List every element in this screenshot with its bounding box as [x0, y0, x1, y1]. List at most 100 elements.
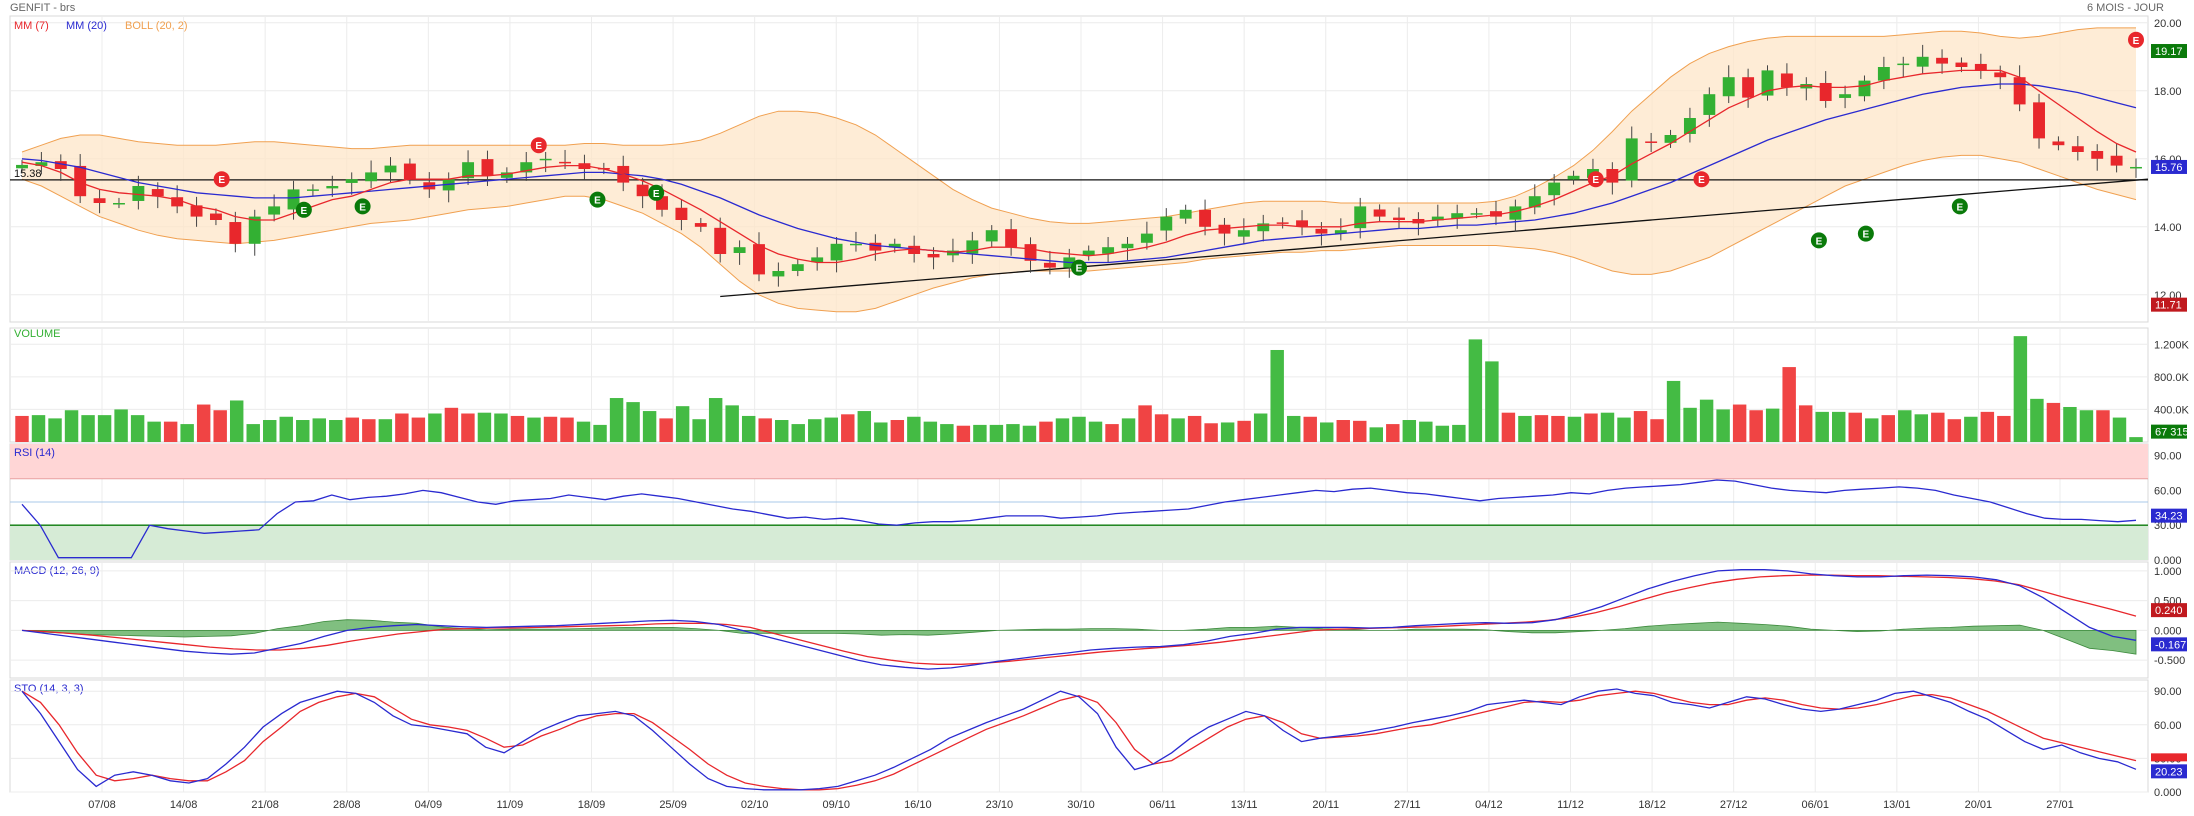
volume-bar — [15, 415, 29, 442]
candle-body — [190, 205, 203, 217]
trend-line — [720, 178, 2149, 298]
volume-bar — [1270, 349, 1284, 442]
volume-bar — [1699, 399, 1714, 442]
candle-body — [869, 242, 882, 251]
candle-body — [1257, 223, 1270, 232]
volume-bar — [1138, 405, 1152, 442]
earnings-marker-label: E — [1592, 175, 1599, 186]
earnings-marker-label: E — [1076, 264, 1083, 275]
volume-bar — [1121, 418, 1136, 442]
volume-bar — [708, 398, 723, 442]
earnings-marker — [1857, 225, 1874, 242]
candle-body — [1373, 209, 1386, 217]
volume-bar — [841, 414, 855, 442]
volume-bar — [890, 420, 905, 442]
x-tick-label: 13/11 — [1231, 799, 1258, 811]
period-label[interactable]: 6 MOIS - JOUR — [2086, 2, 2164, 14]
volume-bar — [2013, 336, 2028, 442]
volume-bar — [1072, 416, 1086, 442]
volume-bar — [1650, 419, 1664, 442]
candle-body — [35, 162, 48, 166]
volume-bar — [808, 419, 822, 442]
volume-bar — [907, 416, 921, 442]
volume-bar — [395, 413, 409, 442]
x-tick-label: 04/12 — [1475, 799, 1503, 811]
candle-body — [1005, 229, 1018, 248]
earnings-marker — [530, 137, 547, 154]
x-tick-label: 07/08 — [88, 799, 116, 811]
earnings-marker-label: E — [1698, 175, 1705, 186]
volume-bar — [824, 417, 838, 442]
sto-y-tick: 60.00 — [2154, 720, 2182, 732]
earnings-marker-label: E — [218, 175, 225, 186]
macd-y-tick: 0.000 — [2154, 625, 2182, 637]
volume-bar — [1831, 411, 1846, 442]
candle-body — [1683, 118, 1696, 134]
support-label: 15.38 — [14, 168, 42, 180]
volume-bar — [1716, 409, 1730, 442]
candle-body — [1354, 206, 1367, 229]
candle-body — [1780, 73, 1793, 88]
x-tick-label: 02/10 — [741, 799, 769, 811]
candle-body — [248, 216, 261, 244]
candle-body — [1625, 138, 1638, 181]
rsi-overbought-zone — [10, 444, 2148, 479]
volume-bar — [196, 404, 211, 442]
macd-badge: -0.167 — [2155, 639, 2186, 651]
candle-body — [209, 213, 222, 220]
earnings-marker-label: E — [594, 196, 601, 207]
earnings-marker-label: E — [1863, 230, 1870, 241]
earnings-marker — [1071, 259, 1087, 276]
candle-body — [93, 198, 106, 203]
candle-body — [1199, 209, 1212, 227]
earnings-marker — [2128, 31, 2144, 48]
mm7-line — [21, 69, 2137, 264]
candle-body — [1043, 262, 1056, 268]
x-tick-label: 20/11 — [1312, 799, 1339, 811]
volume-bar — [1154, 414, 1169, 442]
x-tick-label: 18/12 — [1638, 799, 1666, 811]
volume-bar — [1964, 416, 1978, 442]
instrument-title: GENFIT - brs — [10, 2, 76, 14]
candle-body — [1296, 220, 1308, 227]
volume-bar — [1369, 427, 1384, 442]
candle-body — [462, 162, 475, 179]
volume-bar — [163, 421, 178, 442]
candle-body — [2013, 77, 2026, 105]
earnings-marker-label: E — [1816, 236, 1823, 247]
candle-body — [171, 197, 184, 207]
volume-bar — [411, 417, 426, 442]
volume-bar — [1865, 418, 1879, 442]
legend-item: MM (20) — [66, 20, 107, 32]
volume-bar — [296, 420, 310, 442]
volume-bar — [659, 418, 673, 442]
volume-bar — [1055, 418, 1070, 442]
candle-body — [1858, 80, 1871, 97]
macd-signal-line — [21, 574, 2137, 665]
volume-bar — [48, 418, 62, 442]
volume-bar — [378, 419, 393, 442]
rsi-oversold-zone — [10, 525, 2148, 560]
candle-body — [403, 163, 416, 180]
candle-body — [1722, 77, 1735, 97]
x-tick-label: 27/01 — [2046, 799, 2074, 811]
candle-body — [345, 179, 358, 183]
volume-bar — [494, 413, 508, 442]
volume-bar — [263, 420, 277, 442]
volume-bar — [1039, 421, 1053, 442]
volume-bar — [1171, 418, 1185, 442]
volume-bar — [1452, 424, 1466, 442]
x-tick-label: 11/12 — [1557, 799, 1584, 811]
volume-bar — [2030, 398, 2044, 442]
candle-body — [2110, 155, 2123, 166]
macd-histogram — [21, 619, 2137, 655]
sto-y-tick: 0.000 — [2154, 787, 2182, 799]
candle-body — [675, 207, 688, 220]
candle-body — [229, 222, 242, 244]
volume-badge-bg — [2151, 424, 2187, 439]
volume-bar — [576, 421, 591, 442]
candle-body — [1877, 67, 1890, 81]
volume-bar — [1353, 420, 1367, 442]
volume-bar — [1386, 424, 1400, 442]
